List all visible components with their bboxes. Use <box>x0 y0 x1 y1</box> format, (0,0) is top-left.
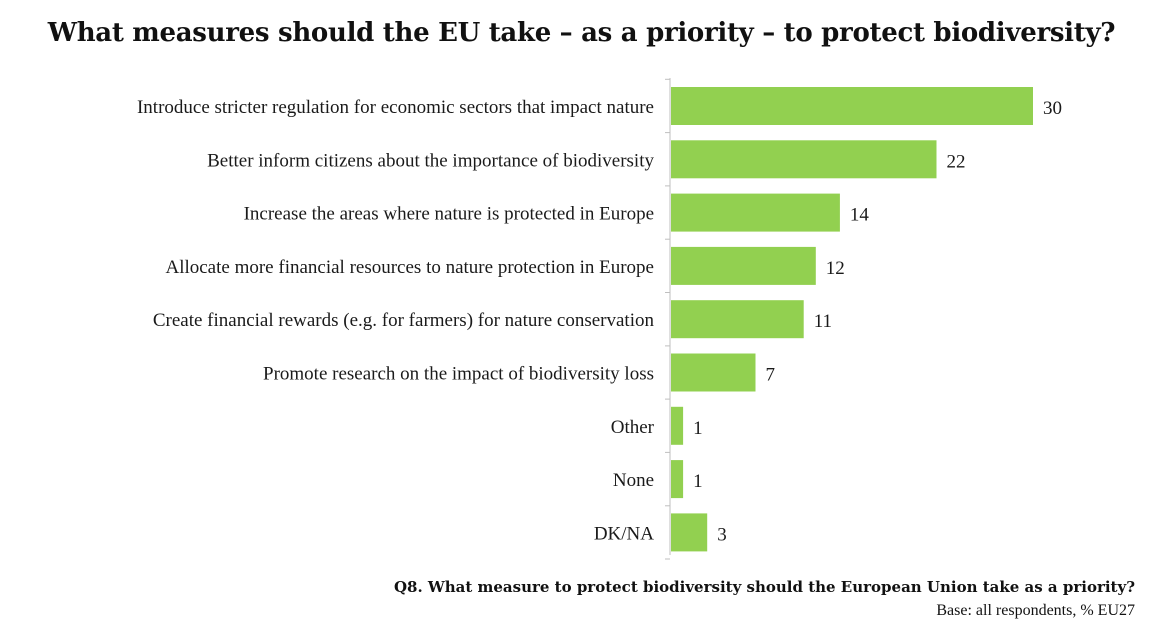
category-label-4: Create financial rewards (e.g. for farme… <box>153 310 655 331</box>
bar-7 <box>671 460 684 499</box>
base-footnote: Base: all respondents, % EU27 <box>936 602 1135 619</box>
category-label-2: Increase the areas where nature is prote… <box>244 204 654 225</box>
category-label-7: None <box>613 470 654 491</box>
category-label-0: Introduce stricter regulation for econom… <box>137 97 654 118</box>
bar-3 <box>671 246 816 285</box>
category-label-6: Other <box>611 417 655 438</box>
bar-1 <box>671 140 937 179</box>
value-label-3: 12 <box>826 258 845 279</box>
question-footnote: Q8. What measure to protect biodiversity… <box>393 578 1135 596</box>
bar-8 <box>671 513 708 552</box>
value-label-7: 1 <box>693 471 703 492</box>
category-label-1: Better inform citizens about the importa… <box>207 150 654 171</box>
category-label-5: Promote research on the impact of biodiv… <box>263 364 654 385</box>
bar-4 <box>671 300 804 339</box>
category-label-8: DK/NA <box>594 523 654 544</box>
category-label-3: Allocate more financial resources to nat… <box>165 257 654 278</box>
value-label-5: 7 <box>766 365 776 386</box>
value-label-2: 14 <box>850 205 870 226</box>
value-label-1: 22 <box>947 151 966 172</box>
chart-title: What measures should the EU take – as a … <box>47 18 1116 48</box>
bar-0 <box>671 87 1033 125</box>
value-label-4: 11 <box>814 311 832 332</box>
bar-6 <box>671 406 684 445</box>
value-label-0: 30 <box>1043 98 1062 119</box>
bar-5 <box>671 353 756 392</box>
bar-2 <box>671 193 840 232</box>
value-label-6: 1 <box>693 418 703 439</box>
value-label-8: 3 <box>717 524 727 545</box>
